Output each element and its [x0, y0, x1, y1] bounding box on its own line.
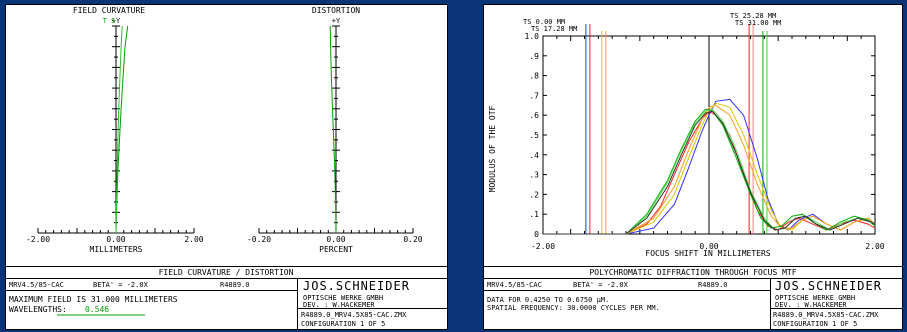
left-company-sub: OPTISCHE WERKE GMBH — [303, 294, 383, 302]
mtf-y-tick-label: .2 — [529, 190, 539, 199]
dist-curve-0 — [329, 25, 337, 234]
right-file-line: R4889.0_MRV4.5X85-CAC.ZMX — [773, 311, 879, 319]
left-wavelengths-label: WAVELENGTHS: — [9, 305, 67, 314]
dist-tick-label-1: 0.00 — [326, 235, 345, 244]
mtf-y-tick-label: .6 — [529, 111, 539, 120]
right-ref-line: R4889.0 — [698, 281, 728, 289]
fc-axis-label: +Y — [112, 17, 121, 25]
right-beta-line: BETA' = -2.0X — [573, 281, 629, 289]
mtf-plot-frame — [542, 35, 876, 235]
right-lens-line: MRV4.5/85-CAC — [487, 281, 542, 289]
mtf-y-tick-label: .8 — [529, 72, 539, 81]
mtf-y-tick-label: .9 — [529, 52, 539, 61]
left-ref-line: R4889.0 — [220, 281, 250, 289]
mtf-field-label-3: TS 31.00 MM — [735, 19, 781, 27]
field-curvature-distortion-svg: FIELD CURVATURE +Y T S -2.00 0.00 2.00 M… — [5, 4, 448, 330]
left-footer-title: FIELD CURVATURE / DISTORTION — [159, 268, 294, 277]
left-config-line: CONFIGURATION 1 OF 5 — [301, 320, 385, 328]
mtf-x-tick-label-1: 0.00 — [699, 242, 718, 251]
mtf-field-label-1: TS 17.28 MM — [531, 25, 577, 33]
mtf-x-tick-label-0: -2.00 — [531, 242, 555, 251]
left-file-line: R4889.0_MRV4.5X85-CAC.ZMX — [301, 311, 407, 319]
through-focus-mtf-panel: 0 .1 .2 .3 .4 .5 .6 .7 .8 .9 1.0 MODULUS OF THE OT… — [483, 4, 903, 330]
mtf-curve-6 — [543, 110, 876, 235]
dist-tick-label-0: -0.20 — [247, 235, 271, 244]
mtf-y-tick-label: .4 — [529, 151, 539, 160]
right-config-line: CONFIGURATION 1 OF 5 — [773, 320, 857, 328]
right-footer-title: POLYCHROMATIC DIFFRACTION THROUGH FOCUS … — [589, 268, 796, 277]
fc-xlabel: MILLIMETERS — [90, 245, 143, 254]
dist-title: DISTORTION — [312, 6, 360, 15]
right-data-line: DATA FOR 0.4250 TO 0.6750 µM. — [487, 296, 609, 304]
right-company: JOS.SCHNEIDER — [775, 279, 882, 293]
fc-ts-label: T S — [103, 17, 116, 25]
fc-curves — [115, 25, 129, 234]
dist-curves — [329, 25, 337, 234]
mtf-field-label-0: TS 0.00 MM — [523, 18, 565, 26]
mtf-curve-4 — [543, 108, 876, 235]
right-outer-frame — [483, 4, 903, 330]
mtf-y-tick-label: .3 — [529, 171, 539, 180]
mtf-y-tick-label: 1.0 — [525, 32, 540, 41]
mtf-curve-5 — [543, 108, 876, 235]
left-wavelength-value: 0.546 — [85, 305, 109, 314]
through-focus-mtf-svg: 0 .1 .2 .3 .4 .5 .6 .7 .8 .9 1.0 MODULUS OF THE OT… — [483, 4, 903, 330]
fc-tick-label-1: 0.00 — [106, 235, 125, 244]
fc-title: FIELD CURVATURE — [73, 6, 145, 15]
mtf-y-tick-label: 0 — [534, 230, 539, 239]
fc-curve-1 — [115, 25, 123, 234]
fc-tick-label-2: 2.00 — [184, 235, 203, 244]
mtf-y-tick-label: .5 — [529, 131, 539, 140]
right-designer: DEV. : W.HACKEMER — [775, 301, 847, 309]
mtf-xlabel: FOCUS SHIFT IN MILLIMETERS — [645, 249, 770, 258]
mtf-y-ticks: 0 .1 .2 .3 .4 .5 .6 .7 .8 .9 1.0 — [525, 32, 875, 239]
mtf-field-label-2: TS 25.28 MM — [730, 12, 776, 20]
left-lens-line: MRV4.5/85-CAC — [9, 281, 64, 289]
left-company: JOS.SCHNEIDER — [303, 279, 410, 293]
mtf-ylabel: MODULUS OF THE OTF — [488, 105, 497, 192]
field-curvature-distortion-panel: FIELD CURVATURE +Y T S -2.00 0.00 2.00 M… — [5, 4, 448, 330]
dist-axis-label: +Y — [332, 17, 341, 25]
mtf-y-tick-label: .1 — [529, 210, 539, 219]
fc-tick-label-0: -2.00 — [26, 235, 50, 244]
mtf-curves — [543, 98, 876, 235]
dist-xlabel: PERCENT — [319, 245, 353, 254]
left-beta-line: BETA' = -2.0X — [93, 281, 149, 289]
left-max-field-line: MAXIMUM FIELD IS 31.000 MILLIMETERS — [9, 295, 178, 304]
mtf-y-tick-label: .7 — [529, 91, 539, 100]
mtf-x-tick-label-2: 2.00 — [865, 242, 884, 251]
dist-tick-label-2: 0.20 — [403, 235, 422, 244]
left-outer-frame — [5, 4, 448, 330]
left-designer: DEV. : W.HACKEMER — [303, 301, 375, 309]
right-company-sub: OPTISCHE WERKE GMBH — [775, 294, 855, 302]
right-freq-line: SPATIAL FREQUENCY: 30.0000 CYCLES PER MM… — [487, 304, 660, 312]
mtf-field-lines — [585, 24, 768, 234]
